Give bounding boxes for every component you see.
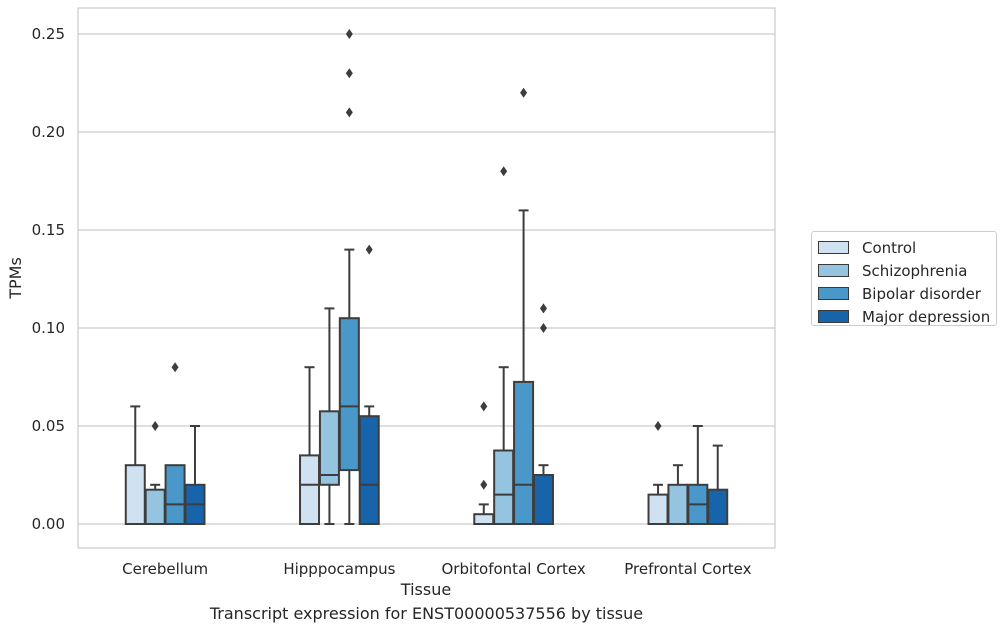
legend-item: Bipolar disorder	[818, 282, 996, 305]
x-tick-label: Prefrontal Cortex	[624, 560, 751, 578]
y-tick-label: 0.25	[32, 25, 65, 43]
legend-label: Control	[862, 238, 917, 257]
box-iqr	[338, 317, 360, 472]
outlier-point	[520, 87, 528, 98]
box	[164, 362, 186, 526]
outlier-point	[171, 362, 179, 373]
x-axis-label: Tissue	[400, 580, 451, 599]
legend-item: Schizophrenia	[818, 259, 996, 282]
box-iqr	[164, 464, 186, 526]
box	[473, 401, 495, 526]
box	[687, 425, 709, 525]
legend-item: Major depression	[818, 305, 996, 328]
legend-swatch	[818, 264, 849, 277]
x-tick-label: Cerebellum	[122, 560, 208, 578]
series-schizophrenia	[144, 166, 689, 526]
box	[124, 405, 146, 526]
box	[358, 244, 380, 526]
legend-label: Bipolar disorder	[862, 284, 981, 303]
box	[493, 166, 515, 525]
y-tick-label: 0.00	[32, 515, 65, 533]
box-iqr	[318, 410, 340, 486]
x-tick-label: Hipppocampus	[283, 560, 395, 578]
box-iqr	[707, 488, 729, 526]
box	[144, 421, 166, 526]
x-tick-label: Orbitofontal Cortex	[442, 560, 586, 578]
tick-labels: 0.00 0.05 0.10 0.15 0.20 0.25 Cerebellum Hipppo…	[32, 25, 752, 578]
box	[647, 421, 669, 526]
outlier-point	[345, 29, 353, 39]
box-iqr	[532, 474, 554, 525]
box	[299, 366, 321, 525]
legend: Control Schizophrenia Bipolar disorder Majo…	[811, 231, 997, 326]
box	[184, 425, 206, 525]
box-iqr	[513, 380, 535, 525]
box	[338, 29, 360, 525]
outlier-point	[480, 401, 488, 412]
outlier-point	[654, 421, 662, 431]
legend-swatch	[818, 287, 849, 300]
legend-label: Schizophrenia	[862, 261, 968, 280]
outlier-point	[345, 107, 353, 118]
box	[707, 444, 729, 526]
box	[667, 464, 689, 525]
box-iqr	[473, 513, 495, 526]
outlier-point	[480, 479, 488, 490]
gridlines	[78, 33, 775, 525]
outlier-point	[151, 421, 159, 431]
outlier-point	[365, 244, 373, 255]
box	[532, 303, 554, 525]
box-iqr	[493, 449, 515, 525]
legend-swatch	[818, 241, 849, 254]
legend-swatch	[818, 310, 849, 323]
y-tick-label: 0.20	[32, 123, 65, 141]
box-iqr	[299, 454, 321, 525]
outlier-point	[539, 323, 547, 333]
plot-frame	[77, 7, 776, 549]
box-iqr	[358, 415, 380, 526]
outlier-point	[539, 303, 547, 314]
outlier-point	[345, 68, 353, 79]
legend-label: Major depression	[862, 307, 991, 326]
y-tick-label: 0.05	[32, 417, 65, 435]
series-control	[124, 366, 669, 526]
box	[318, 307, 340, 525]
box-series	[124, 29, 729, 526]
y-tick-label: 0.10	[32, 319, 65, 337]
box-iqr	[667, 483, 689, 525]
legend-item: Control	[818, 236, 996, 259]
y-axis-label: TPMs	[6, 257, 25, 300]
series-bipolar-disorder	[164, 29, 709, 526]
box-iqr	[124, 464, 146, 526]
y-tick-label: 0.15	[32, 221, 65, 239]
box	[513, 87, 535, 525]
series-major-depression	[184, 244, 729, 526]
box-iqr	[647, 493, 669, 526]
box-iqr	[144, 488, 166, 526]
outlier-point	[500, 166, 508, 177]
figure-caption: Transcript expression for ENST0000053755…	[209, 604, 644, 623]
